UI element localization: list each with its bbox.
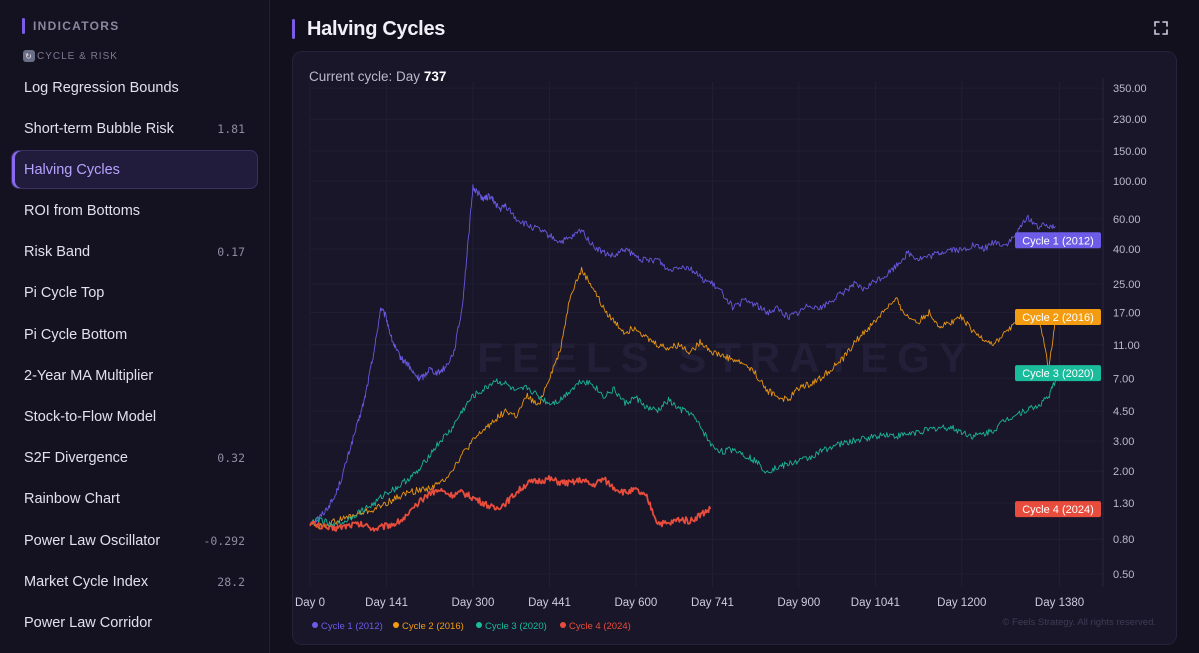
y-tick-label: 2.00: [1113, 466, 1134, 478]
x-tick-label: Day 1200: [937, 597, 986, 609]
series-end-label-box: [1015, 365, 1101, 382]
series-line-1[interactable]: [309, 184, 1056, 525]
y-tick-label: 4.50: [1113, 406, 1134, 418]
y-tick-label: 25.00: [1113, 279, 1141, 291]
sidebar-item-s2f-divergence[interactable]: S2F Divergence 0.32: [11, 439, 258, 478]
sidebar-item-value: 1.81: [217, 121, 245, 136]
legend-marker-2: [393, 622, 399, 628]
series-end-label: Cycle 3 (2020): [1022, 368, 1094, 380]
sidebar-item-label: Market Cycle Index: [24, 573, 149, 590]
legend-item-3[interactable]: Cycle 3 (2020): [485, 621, 547, 632]
sidebar-item-2-year-ma-multiplier[interactable]: 2-Year MA Multiplier: [11, 356, 258, 395]
x-tick-label: Day 741: [691, 597, 734, 609]
sidebar-item-label: Power Law Corridor: [24, 614, 153, 631]
sidebar-item-risk-band[interactable]: Risk Band 0.17: [11, 233, 258, 272]
y-tick-label: 60.00: [1113, 214, 1141, 226]
sidebar-item-value: -0.292: [203, 533, 245, 548]
y-tick-label: 350.00: [1113, 83, 1147, 95]
x-tick-label: Day 141: [365, 597, 408, 609]
sidebar-item-value: 0.17: [217, 245, 245, 260]
legend-item-4[interactable]: Cycle 4 (2024): [569, 621, 631, 632]
legend-item-1[interactable]: Cycle 1 (2012): [321, 621, 383, 632]
y-tick-label: 11.00: [1113, 340, 1140, 352]
y-tick-label: 3.00: [1113, 436, 1134, 448]
series-end-label-box: [1015, 501, 1101, 518]
sidebar-item-rainbow-chart[interactable]: Rainbow Chart: [11, 480, 258, 519]
sidebar-item-label: Stock-to-Flow Model: [24, 409, 157, 425]
sidebar-item-list: Log Regression Bounds Short-term Bubble R…: [11, 68, 258, 645]
current-cycle-prefix: Current cycle: Day: [309, 69, 421, 84]
y-tick-label: 17.00: [1113, 307, 1141, 319]
sidebar-item-log-regression-bounds[interactable]: Log Regression Bounds: [11, 68, 258, 107]
y-tick-label: 40.00: [1113, 244, 1141, 256]
series-line-4[interactable]: [309, 475, 712, 532]
sidebar-item-stock-to-flow-model[interactable]: Stock-to-Flow Model: [11, 398, 258, 437]
chart-card: Current cycle: Day 737 FEELS STRATEGY 350…: [292, 51, 1177, 645]
sidebar-item-market-cycle-index[interactable]: Market Cycle Index 28.2: [11, 562, 258, 601]
expand-button[interactable]: [1152, 19, 1170, 37]
sidebar-item-label: Halving Cycles: [24, 161, 120, 178]
series-end-label: Cycle 2 (2016): [1022, 312, 1094, 324]
sidebar-item-label: Log Regression Bounds: [24, 79, 179, 96]
series-line-3[interactable]: [309, 378, 1057, 529]
sidebar-item-label: S2F Divergence: [24, 450, 128, 467]
y-tick-label: 7.00: [1113, 373, 1134, 385]
sidebar-item-label: Power Law Oscillator: [24, 532, 161, 549]
x-tick-label: Day 441: [528, 597, 571, 609]
title-accent-bar: [292, 19, 295, 39]
sidebar-group-title: ↻ CYCLE & RISK: [23, 50, 118, 62]
section-accent-bar: [22, 18, 25, 34]
y-tick-label: 0.80: [1113, 534, 1134, 546]
sidebar-item-value: 28.2: [217, 574, 245, 589]
sidebar-item-pi-cycle-bottom[interactable]: Pi Cycle Bottom: [11, 315, 258, 354]
sidebar-item-short-term-bubble-risk[interactable]: Short-term Bubble Risk 1.81: [11, 109, 258, 148]
legend-item-2[interactable]: Cycle 2 (2016): [402, 621, 464, 632]
group-title-text: CYCLE & RISK: [37, 50, 118, 62]
y-tick-label: 230.00: [1113, 114, 1147, 126]
sidebar-item-power-law-oscillator[interactable]: Power Law Oscillator -0.292: [11, 521, 258, 560]
sidebar-item-label: Rainbow Chart: [24, 491, 120, 508]
section-title-text: INDICATORS: [33, 19, 120, 33]
current-cycle-day: 737: [423, 69, 447, 84]
series-end-label: Cycle 1 (2012): [1022, 235, 1094, 247]
sidebar-item-label: 2-Year MA Multiplier: [24, 367, 154, 384]
x-tick-label: Day 1380: [1035, 597, 1084, 609]
current-cycle-text: Current cycle: Day 737: [309, 69, 446, 84]
sidebar-item-label: Pi Cycle Bottom: [24, 326, 128, 343]
sidebar-item-label: Short-term Bubble Risk: [24, 120, 174, 137]
sidebar-item-value: 0.32: [217, 451, 245, 466]
expand-icon: [1154, 21, 1168, 35]
sidebar: INDICATORS ↻ CYCLE & RISK Log Regression…: [0, 0, 270, 653]
series-end-label: Cycle 4 (2024): [1022, 504, 1094, 516]
y-tick-label: 0.50: [1113, 569, 1134, 581]
sidebar-item-roi-from-bottoms[interactable]: ROI from Bottoms: [11, 192, 258, 231]
y-tick-label: 100.00: [1113, 176, 1147, 188]
copyright-text: © Feels Strategy. All rights reserved.: [1002, 617, 1156, 628]
sidebar-item-power-law-corridor[interactable]: Power Law Corridor: [11, 603, 258, 642]
sidebar-section-title: INDICATORS: [22, 18, 120, 34]
sidebar-item-label: Risk Band: [24, 244, 91, 261]
halving-cycles-chart[interactable]: FEELS STRATEGY 350.00 230.00 150.00 100.00 60…: [293, 52, 1177, 645]
watermark-text: FEELS STRATEGY: [477, 334, 976, 381]
series-line-2[interactable]: [309, 266, 1057, 529]
y-tick-label: 1.30: [1113, 498, 1134, 510]
y-tick-label: 150.00: [1113, 146, 1147, 158]
legend-marker-3: [476, 622, 482, 628]
series-end-label-box: [1015, 232, 1101, 249]
page-header: Halving Cycles: [292, 18, 445, 40]
x-tick-label: Day 300: [452, 597, 495, 609]
x-tick-label: Day 0: [295, 597, 325, 609]
sidebar-item-label: ROI from Bottoms: [24, 203, 141, 220]
sidebar-item-label: Pi Cycle Top: [24, 285, 105, 302]
page-title: Halving Cycles: [307, 17, 446, 40]
legend-marker-4: [560, 622, 566, 628]
cycle-icon: ↻: [23, 50, 35, 62]
x-tick-label: Day 600: [614, 597, 657, 609]
x-tick-label: Day 900: [777, 597, 820, 609]
series-end-label-box: [1015, 308, 1101, 325]
sidebar-item-pi-cycle-top[interactable]: Pi Cycle Top: [11, 274, 258, 313]
x-tick-label: Day 1041: [851, 597, 900, 609]
sidebar-item-halving-cycles[interactable]: Halving Cycles: [11, 150, 258, 190]
legend-marker-1: [312, 622, 318, 628]
